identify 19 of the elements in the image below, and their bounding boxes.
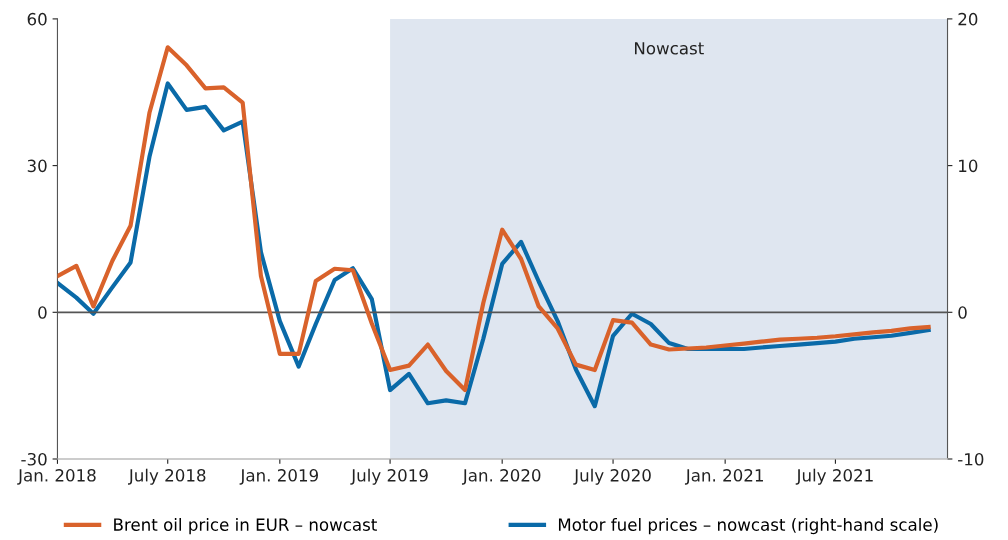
legend-label: Motor fuel prices – nowcast (right-hand scale) bbox=[558, 518, 938, 535]
x-tick-label: July 2018 bbox=[128, 468, 206, 485]
y-tick-label: 60 bbox=[27, 12, 47, 26]
y2-tick-label: -10 bbox=[958, 452, 984, 466]
y2-tick-label: 0 bbox=[958, 306, 967, 319]
x-tick-label: Jan. 2018 bbox=[17, 469, 96, 485]
y-tick-label: 0 bbox=[38, 306, 47, 319]
y-tick-label: 30 bbox=[27, 159, 47, 173]
y2-tick-label: 20 bbox=[958, 12, 978, 26]
y2-tick-label: 10 bbox=[959, 159, 978, 173]
x-tick-label: Jan. 2019 bbox=[239, 469, 318, 485]
x-tick-label: July 2020 bbox=[573, 468, 651, 485]
x-tick-label: Jan. 2021 bbox=[684, 469, 763, 485]
y-tick-label: -30 bbox=[21, 452, 47, 466]
x-tick-label: July 2021 bbox=[795, 468, 873, 485]
x-tick-label: July 2019 bbox=[350, 468, 428, 485]
band-label: Nowcast bbox=[634, 42, 704, 55]
x-tick-label: Jan. 2020 bbox=[461, 469, 541, 485]
legend-label: Brent oil price in EUR – nowcast bbox=[114, 518, 377, 535]
